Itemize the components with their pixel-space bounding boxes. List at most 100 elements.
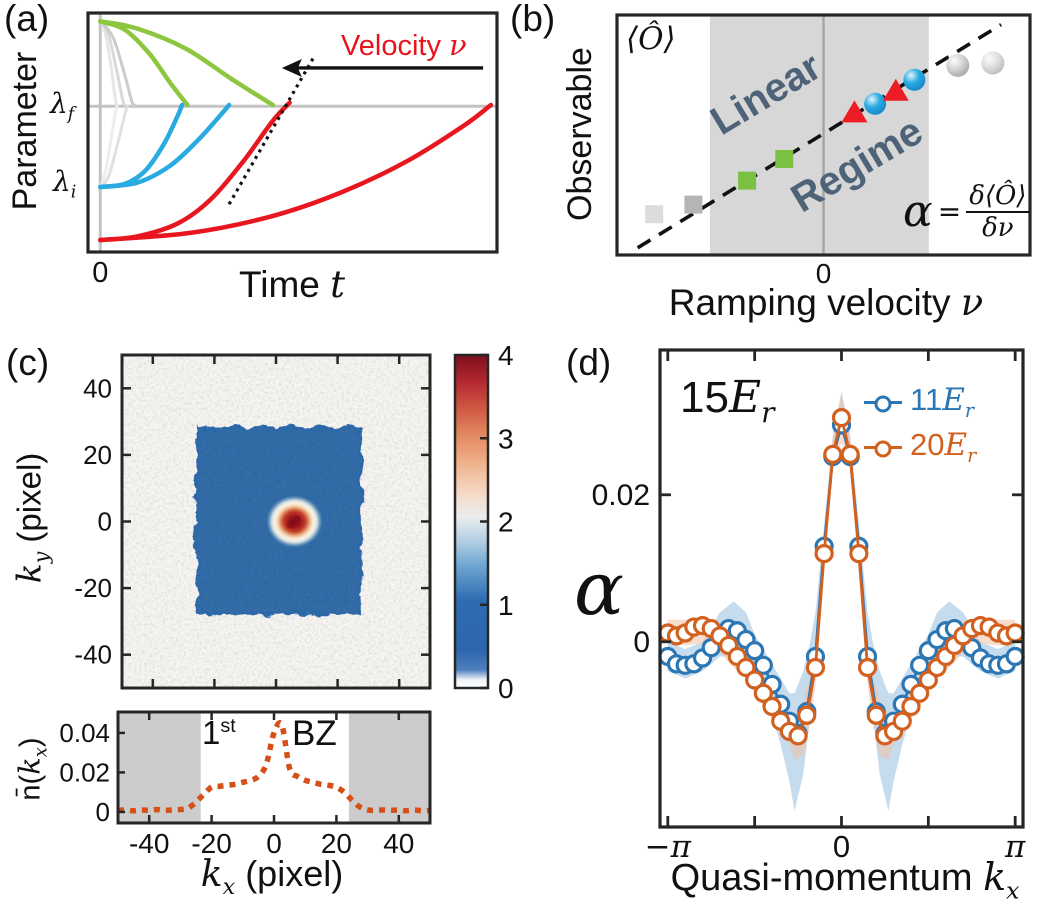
panel-d-label: (d) — [566, 342, 612, 383]
data-point-square — [775, 150, 794, 168]
panel-c-xlabel: kx (pixel) — [200, 853, 344, 901]
data-marker-20Er — [753, 683, 773, 703]
velocity-arrowhead-icon — [281, 58, 302, 77]
data-marker-11Er — [1005, 646, 1025, 667]
data-marker-20Er — [823, 444, 843, 464]
panel-d-xlabel: Quasi-momentum kx — [670, 855, 1020, 905]
data-marker-20Er — [1005, 623, 1025, 643]
panel-d-ylabel: α — [574, 546, 624, 632]
panel-a-xlabel: Time t — [238, 263, 346, 306]
data-point-square — [645, 205, 664, 224]
svg-text:20: 20 — [321, 828, 352, 859]
first-bz-label-1st: 1st — [202, 714, 236, 751]
panel-b-xlabel: Ramping velocity ν — [668, 281, 984, 324]
lattice-depth-annotation: 15Er — [680, 372, 775, 429]
data-point-sphere — [981, 51, 1005, 75]
svg-text:0: 0 — [633, 626, 650, 659]
data-marker-20Er — [857, 657, 878, 678]
data-point-square — [738, 171, 757, 190]
tangent-dotted-line — [227, 54, 317, 205]
svg-text:0: 0 — [96, 797, 110, 827]
observable-symbol: ⟨Ô⟩ — [626, 21, 676, 57]
trend-dashed-line — [636, 23, 1003, 250]
svg-text:−π: −π — [645, 829, 692, 865]
data-marker-20Er — [814, 543, 834, 564]
data-point-triangle — [882, 78, 909, 101]
alpha-formula: α = δ⟨Ô⟩ δν — [903, 183, 1030, 241]
svg-text:4: 4 — [498, 340, 514, 371]
panel-d-plot: −π 0 π 0 0.02 — [592, 348, 1026, 865]
panel-a-plot: 0 — [86, 11, 499, 289]
panel-c-profile: -40 -20 0 20 40 0 0.02 0.04 — [59, 710, 432, 859]
profile-ylabel: n̄(kx) — [12, 737, 52, 801]
svg-text:π: π — [1004, 829, 1026, 865]
legend-item-20Er: 20Er — [864, 429, 976, 466]
data-marker-20Er — [736, 657, 756, 678]
data-point-sphere — [946, 53, 970, 77]
curve-fast-ramp-up-1 — [98, 104, 119, 189]
panel-b-plot: 0 — [615, 13, 1032, 289]
svg-text:0: 0 — [833, 829, 850, 864]
svg-text:-40: -40 — [74, 640, 112, 670]
panel-a-ylabel: Parameter — [6, 51, 44, 211]
svg-text:-20: -20 — [191, 828, 231, 859]
svg-text:0: 0 — [498, 673, 514, 704]
legend-item-11Er: 11Er — [864, 384, 976, 420]
legend: 11Er 20Er — [864, 384, 976, 466]
data-marker-20Er — [892, 711, 912, 731]
legend-marker-icon — [864, 395, 902, 413]
data-marker-20Er — [910, 683, 930, 703]
series-line-11Er — [666, 423, 1017, 736]
curve-ramp-up-cyan-2 — [98, 102, 232, 190]
data-marker-20Er — [797, 705, 817, 725]
svg-text:3: 3 — [498, 423, 514, 454]
panel-b-label: (b) — [510, 0, 556, 39]
data-marker-11Er — [753, 655, 773, 675]
first-bz-label-bz: BZ — [292, 714, 337, 753]
data-marker-11Er — [745, 641, 765, 661]
data-marker-11Er — [910, 655, 930, 675]
svg-text:0: 0 — [816, 258, 832, 289]
panel-a-label: (a) — [4, 0, 50, 39]
svg-text:0: 0 — [266, 828, 282, 859]
svg-text:-20: -20 — [74, 573, 112, 603]
data-point-circle — [903, 68, 926, 91]
data-marker-20Er — [745, 670, 765, 690]
data-marker-20Er — [788, 726, 808, 746]
lambda-f-label: λf — [50, 87, 75, 125]
data-marker-20Er — [901, 696, 921, 717]
colorbar: 0 1 2 3 4 — [453, 340, 514, 704]
data-marker-20Er — [840, 444, 860, 464]
lambda-i-label: λi — [53, 165, 77, 203]
panel-c-ylabel: ky (pixel) — [9, 452, 54, 584]
data-marker-20Er — [831, 408, 852, 428]
legend-marker-icon — [864, 440, 902, 458]
density-profile-curve — [117, 720, 431, 814]
svg-text:40: 40 — [83, 373, 112, 403]
data-point-square — [684, 195, 703, 214]
svg-text:0: 0 — [92, 257, 108, 289]
data-marker-20Er — [805, 657, 826, 678]
data-marker-20Er — [849, 543, 869, 564]
svg-text:0: 0 — [98, 507, 112, 537]
curve-ramp-up-cyan-1 — [98, 102, 185, 190]
curve-ramp-down-green-2 — [98, 19, 276, 108]
velocity-annotation: Velocity ν — [341, 28, 467, 62]
curve-ramp-up-red-2 — [98, 102, 494, 243]
data-point-triangle — [841, 100, 868, 123]
panel-c-label: (c) — [6, 342, 50, 383]
condensate-peak — [266, 495, 323, 548]
svg-text:0.02: 0.02 — [59, 757, 110, 787]
data-marker-20Er — [762, 696, 782, 717]
curve-fast-ramp-up-2 — [98, 104, 130, 189]
svg-text:20: 20 — [83, 440, 112, 470]
data-marker-20Er — [918, 670, 938, 690]
outside-bz-shade-right — [348, 712, 430, 823]
svg-text:40: 40 — [383, 828, 414, 859]
data-point-circle — [864, 92, 887, 115]
svg-text:2: 2 — [498, 507, 514, 538]
data-marker-20Er — [866, 705, 886, 725]
panel-c-heatmap: 40 20 0 -20 -40 — [74, 353, 432, 690]
